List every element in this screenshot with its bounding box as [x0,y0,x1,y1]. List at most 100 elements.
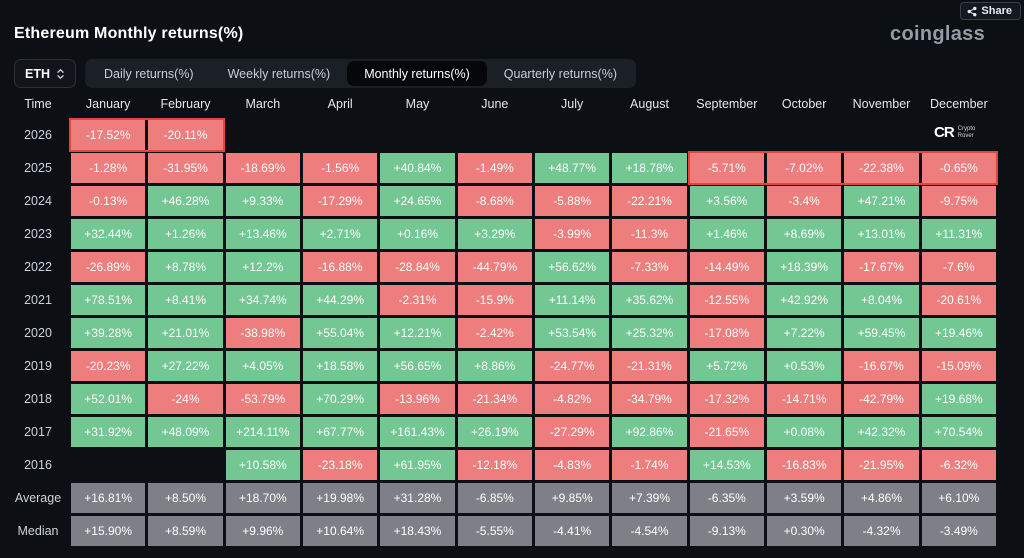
return-cell: +4.86% [844,483,919,513]
return-cell: +44.29% [303,285,378,315]
return-cell: +27.22% [148,351,223,381]
return-cell: +3.29% [457,219,532,249]
return-cell: +32.44% [71,219,146,249]
month-column-header: June [481,97,509,111]
page-title: Ethereum Monthly returns(%) [14,25,244,42]
return-cell: +3.59% [767,483,842,513]
return-cell: +70.54% [921,417,996,447]
return-cell: -17.32% [689,384,764,414]
return-cell: -1.74% [612,450,687,480]
month-column-header: September [696,97,758,111]
return-cell: -38.98% [225,318,300,348]
return-cell: -20.61% [921,285,996,315]
tab-monthly-returns[interactable]: Monthly returns(%) [347,61,487,86]
return-cell: -7.02% [767,153,842,183]
return-cell: +8.04% [844,285,919,315]
return-cell: +61.95% [380,450,455,480]
return-cell: +13.01% [844,219,919,249]
return-cell: +3.56% [689,186,764,216]
chevron-updown-icon [56,68,65,80]
return-cell: +12.21% [380,318,455,348]
return-cell: +35.62% [612,285,687,315]
table-row: 2019 -20.23% +27.22% +4.05% +18.58% +56.65% +8… [8,351,996,381]
row-label: 2026 [24,128,52,142]
return-cell: +7.22% [767,318,842,348]
return-cell [226,120,300,150]
return-cell: +1.26% [148,219,223,249]
coinglass-logo: coinglass [890,23,985,45]
return-cell: -5.71% [689,153,764,183]
month-column-header: August [630,97,669,111]
return-cell: +0.30% [767,516,842,546]
return-cell: -16.67% [844,351,919,381]
month-column-header: March [245,97,281,111]
tab-weekly-returns[interactable]: Weekly returns(%) [211,61,348,86]
return-cell: -1.49% [457,153,532,183]
return-cell: +8.78% [148,252,223,282]
return-cell: -17.67% [844,252,919,282]
return-cell: -3.4% [767,186,842,216]
return-cell: -24% [148,384,223,414]
tab-quarterly-returns[interactable]: Quarterly returns(%) [487,61,634,86]
return-cell: -21.31% [612,351,687,381]
return-cell: -20.23% [71,351,146,381]
watermark-line1: Crypto [957,125,976,132]
return-cell: +5.72% [689,351,764,381]
table-row: 2016 +10.58% -23.18% +61.95% -12.18% -4.83% -1… [8,450,996,480]
return-cell [148,450,222,480]
toolbar: ETH Daily returns(%) Weekly returns(%) Mon… [14,59,637,88]
return-cell: +9.33% [225,186,300,216]
return-cell: +59.45% [844,318,919,348]
row-label: 2022 [24,260,52,274]
symbol-select[interactable]: ETH [14,59,76,88]
share-button[interactable]: Share [960,2,1021,20]
return-cell: -27.29% [535,417,610,447]
return-cell: +11.14% [535,285,610,315]
return-cell: -4.82% [535,384,610,414]
return-cell: -12.55% [689,285,764,315]
return-cell: +21.01% [148,318,223,348]
tab-daily-returns[interactable]: Daily returns(%) [87,61,211,86]
row-label: 2018 [24,392,52,406]
table-row: 2017 +31.92% +48.09% +214.11% +67.77% +161.43… [8,417,996,447]
return-cell: -17.29% [303,186,378,216]
month-column-header: February [160,97,211,111]
return-cell: +9.96% [225,516,300,546]
return-cell: +14.53% [689,450,764,480]
return-cell: +15.90% [71,516,146,546]
return-cell: -4.83% [535,450,610,480]
return-cell: -15.9% [457,285,532,315]
return-cell: +34.74% [225,285,300,315]
month-column-header: January [85,97,131,111]
return-cell: +26.19% [457,417,532,447]
return-cell: +67.77% [303,417,378,447]
return-cell: -14.71% [767,384,842,414]
return-cell: -12.18% [457,450,532,480]
return-cell: +214.11% [225,417,300,447]
returns-tabs: Daily returns(%) Weekly returns(%) Monthly… [85,59,637,88]
month-column-header: July [561,97,584,111]
row-label: 2023 [24,227,52,241]
return-cell: -53.79% [225,384,300,414]
return-cell: +18.39% [767,252,842,282]
return-cell: +40.84% [380,153,455,183]
return-cell: +9.85% [535,483,610,513]
return-cell: -18.69% [225,153,300,183]
return-cell: -22.21% [612,186,687,216]
month-column-header: November [852,97,911,111]
return-cell: -1.56% [303,153,378,183]
return-cell: -9.13% [689,516,764,546]
return-cell: +18.70% [225,483,300,513]
return-cell: +8.69% [767,219,842,249]
row-label: 2019 [24,359,52,373]
return-cell: -21.65% [689,417,764,447]
row-label: Average [14,491,62,505]
return-cell: -34.79% [612,384,687,414]
return-cell: +10.58% [225,450,300,480]
return-cell: +55.04% [303,318,378,348]
return-cell [844,120,918,150]
return-cell: -14.49% [689,252,764,282]
return-cell: +8.86% [457,351,532,381]
return-cell: -44.79% [457,252,532,282]
return-cell [690,120,764,150]
